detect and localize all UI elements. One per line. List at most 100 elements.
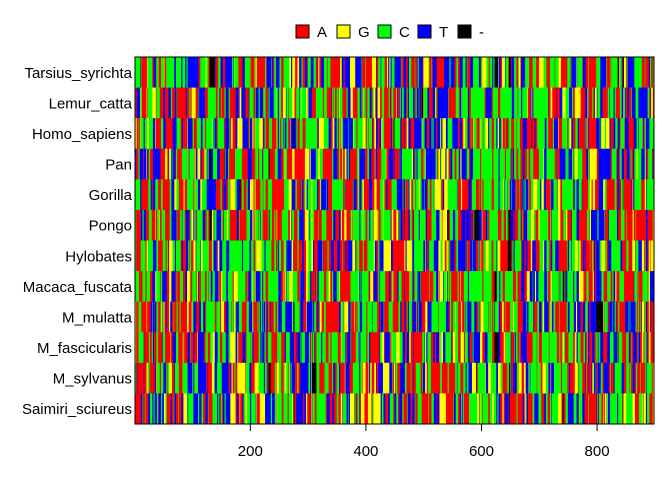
alignment-cell <box>576 271 579 302</box>
alignment-cell <box>173 179 175 211</box>
alignment-cell <box>167 87 169 119</box>
alignment-cell <box>649 57 651 88</box>
alignment-cell <box>330 332 332 364</box>
alignment-cell <box>571 209 574 241</box>
alignment-cell <box>339 148 341 180</box>
legend-swatch <box>457 24 472 39</box>
alignment-cell <box>517 271 519 302</box>
alignment-cell <box>297 332 300 364</box>
alignment-cell <box>569 301 572 333</box>
alignment-cell <box>354 271 358 302</box>
alignment-cell <box>623 148 625 180</box>
alignment-cell <box>449 148 451 180</box>
alignment-cell <box>652 87 654 119</box>
alignment-cell <box>461 240 465 272</box>
alignment-cell <box>465 301 467 333</box>
alignment-cell <box>297 118 299 150</box>
alignment-cell <box>448 118 451 150</box>
alignment-cell <box>399 179 401 211</box>
alignment-cell <box>537 118 539 150</box>
alignment-cell <box>215 87 218 119</box>
alignment-cell <box>389 209 391 241</box>
alignment-cell <box>438 271 440 302</box>
alignment-cell <box>338 332 341 364</box>
alignment-cell <box>465 118 466 150</box>
alignment-cell <box>449 240 451 272</box>
alignment-cell <box>182 87 184 119</box>
alignment-cell <box>501 148 503 180</box>
alignment-cell <box>177 148 180 180</box>
alignment-cell <box>432 148 435 180</box>
alignment-cell <box>333 240 336 272</box>
alignment-cell <box>199 87 201 119</box>
alignment-cell <box>561 271 563 302</box>
alignment-cell <box>365 240 366 272</box>
alignment-cell <box>394 118 400 150</box>
alignment-cell <box>333 57 335 88</box>
alignment-cell <box>293 57 295 88</box>
alignment-cell <box>256 57 259 88</box>
alignment-cell <box>547 179 549 211</box>
alignment-cell <box>499 240 501 272</box>
alignment-cell <box>173 118 175 150</box>
alignment-cell <box>241 148 244 180</box>
alignment-cell <box>626 57 628 88</box>
alignment-cell <box>222 118 225 150</box>
alignment-cell <box>539 179 541 211</box>
alignment-cell <box>591 332 592 364</box>
alignment-cell <box>315 57 317 88</box>
alignment-cell <box>366 209 368 241</box>
alignment-cell <box>198 87 199 119</box>
alignment-cell <box>214 118 216 150</box>
alignment-cell <box>583 271 585 302</box>
alignment-cell <box>247 118 249 150</box>
alignment-cell <box>411 209 413 241</box>
alignment-cell <box>377 87 379 119</box>
alignment-cell <box>459 148 461 180</box>
alignment-cell <box>514 271 516 302</box>
alignment-cell <box>528 57 530 88</box>
alignment-cell <box>136 209 138 241</box>
alignment-cell <box>458 179 459 211</box>
alignment-cell <box>641 118 643 150</box>
alignment-cell <box>493 179 496 211</box>
alignment-cell <box>391 332 393 364</box>
alignment-cell <box>637 332 639 364</box>
alignment-cell <box>545 179 547 211</box>
alignment-cell <box>651 118 654 150</box>
alignment-cell <box>322 87 324 119</box>
alignment-cell <box>159 87 162 119</box>
alignment-cell <box>619 209 622 241</box>
alignment-cell <box>436 87 438 119</box>
alignment-cell <box>317 209 319 241</box>
alignment-cell <box>207 118 209 150</box>
alignment-cell <box>637 240 639 272</box>
alignment-cell <box>589 209 591 241</box>
alignment-cell <box>393 209 397 241</box>
alignment-cell <box>412 240 415 272</box>
alignment-cell <box>225 148 227 180</box>
alignment-cell <box>393 332 397 364</box>
alignment-cell <box>530 87 532 119</box>
alignment-cell <box>449 57 451 88</box>
alignment-cell <box>224 240 227 272</box>
legend-swatch <box>417 24 432 39</box>
alignment-cell <box>147 209 149 241</box>
alignment-cell <box>580 148 583 180</box>
alignment-cell <box>574 240 578 272</box>
alignment-cell <box>251 240 253 272</box>
alignment-cell <box>330 271 332 302</box>
alignment-cell <box>276 57 277 88</box>
alignment-cell <box>574 301 577 333</box>
alignment-cell <box>322 332 327 364</box>
alignment-cell <box>394 271 396 302</box>
alignment-cell <box>462 57 465 88</box>
alignment-cell <box>500 118 503 150</box>
alignment-cell <box>342 148 344 180</box>
alignment-cell <box>198 118 199 150</box>
alignment-cell <box>456 179 458 211</box>
alignment-cell <box>506 118 509 150</box>
alignment-cell <box>545 87 547 119</box>
alignment-cell <box>260 301 263 333</box>
